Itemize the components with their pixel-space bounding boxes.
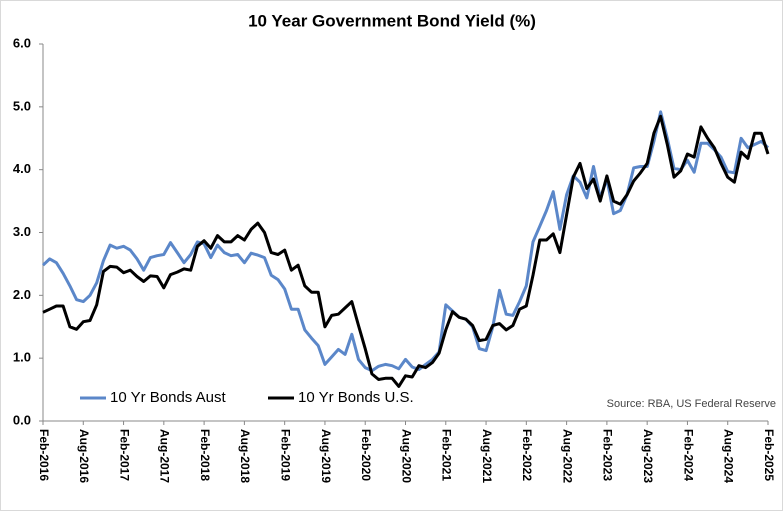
y-tick-label: 0.0 (13, 412, 31, 427)
x-tick-label: Aug-2016 (77, 429, 91, 483)
y-tick-label: 3.0 (13, 224, 31, 239)
x-tick-label: Feb-2020 (359, 429, 373, 481)
y-tick-label: 2.0 (13, 287, 31, 302)
x-tick-label: Feb-2016 (37, 429, 51, 481)
series-line (41, 110, 770, 373)
x-tick-label: Feb-2019 (278, 429, 292, 481)
x-tick-label: Feb-2018 (198, 429, 212, 481)
y-tick-label: 1.0 (13, 350, 31, 365)
legend-label: 10 Yr Bonds U.S. (298, 389, 414, 406)
x-tick-label: Aug-2024 (722, 429, 736, 483)
x-tick-label: Feb-2022 (520, 429, 534, 481)
x-tick-label: Feb-2017 (117, 429, 131, 481)
x-tick-label: Aug-2020 (399, 429, 413, 483)
x-tick-label: Aug-2021 (480, 429, 494, 483)
y-tick-label: 6.0 (13, 35, 31, 50)
x-tick-label: Aug-2019 (319, 429, 333, 483)
x-tick-label: Feb-2025 (762, 429, 776, 481)
y-tick-label: 5.0 (13, 98, 31, 113)
x-tick-label: Feb-2024 (681, 429, 695, 481)
source-note: Source: RBA, US Federal Reserve (607, 398, 776, 410)
x-tick-label: Aug-2017 (158, 429, 172, 483)
x-tick-label: Aug-2022 (560, 429, 574, 483)
x-tick-label: Aug-2023 (641, 429, 655, 483)
legend-label: 10 Yr Bonds Aust (110, 389, 226, 406)
x-tick-label: Aug-2018 (238, 429, 252, 483)
y-tick-label: 4.0 (13, 161, 31, 176)
chart-title: 10 Year Government Bond Yield (%) (248, 11, 536, 30)
x-tick-label: Feb-2021 (440, 429, 454, 481)
series-line (42, 114, 770, 388)
x-tick-label: Feb-2023 (601, 429, 615, 481)
